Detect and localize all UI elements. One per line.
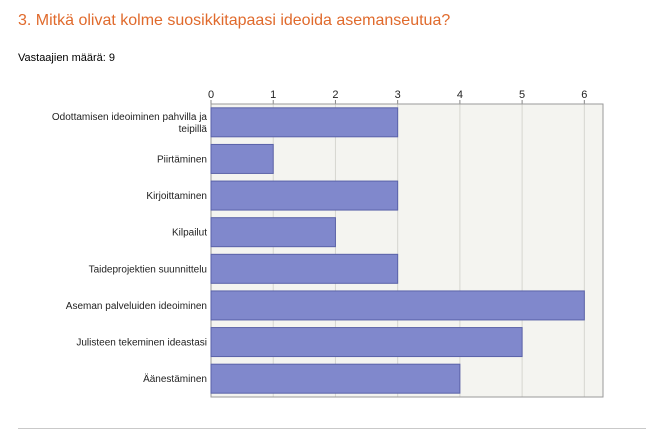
category-label: Kirjoittaminen <box>146 191 207 202</box>
category-label: Odottamisen ideoiminen pahvilla ja teipil… <box>52 112 208 135</box>
x-tick-label: 2 <box>332 89 338 101</box>
category-label: Piirtäminen <box>157 154 207 165</box>
bar <box>210 363 461 394</box>
bar <box>210 327 523 358</box>
category-label: Taideprojektien suunnittelu <box>89 264 207 275</box>
category-label: Äänestäminen <box>143 373 207 385</box>
section-divider <box>18 428 646 429</box>
plot-border <box>210 103 604 398</box>
respondent-count: Vastaajien määrä: 9 <box>18 52 116 64</box>
bar <box>210 253 399 284</box>
category-label: Julisteen tekeminen ideastasi <box>76 338 207 349</box>
bar <box>210 107 399 138</box>
x-tick-label: 5 <box>519 89 525 101</box>
x-tick-label: 1 <box>270 89 276 101</box>
bar <box>210 217 336 248</box>
bar <box>210 180 399 211</box>
x-tick-label: 4 <box>457 89 463 101</box>
x-tick-label: 3 <box>395 89 401 101</box>
category-label: Kilpailut <box>172 228 207 239</box>
bar <box>210 290 585 321</box>
bar <box>210 143 274 174</box>
x-tick-label: 6 <box>581 89 587 101</box>
question-title: 3. Mitkä olivat kolme suosikkitapaasi id… <box>18 12 451 29</box>
x-tick-label: 0 <box>208 89 214 101</box>
category-label: Aseman palveluiden ideoiminen <box>66 301 207 312</box>
